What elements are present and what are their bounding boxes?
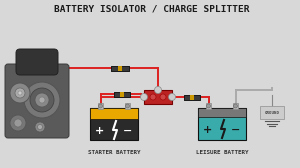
Circle shape (14, 119, 22, 127)
Circle shape (10, 115, 26, 131)
Circle shape (15, 88, 25, 98)
Bar (111, 66, 129, 71)
Circle shape (206, 104, 211, 108)
Bar (198, 108, 246, 140)
Bar (260, 106, 284, 119)
Circle shape (39, 97, 45, 103)
Text: LEISURE BATTERY: LEISURE BATTERY (196, 150, 248, 155)
Circle shape (10, 83, 30, 103)
Bar (118, 66, 122, 71)
Bar (184, 94, 200, 99)
Circle shape (233, 104, 238, 108)
Circle shape (169, 94, 176, 100)
Bar (90, 108, 138, 119)
Text: +: + (94, 126, 103, 136)
Bar (118, 66, 122, 71)
Circle shape (140, 94, 148, 100)
Bar (114, 92, 130, 96)
Circle shape (24, 82, 60, 118)
FancyBboxPatch shape (5, 64, 69, 138)
Bar (114, 92, 130, 96)
Bar (190, 94, 194, 99)
Bar (198, 108, 246, 117)
Circle shape (150, 94, 156, 100)
Circle shape (154, 87, 161, 94)
Text: +: + (202, 125, 211, 135)
Bar (144, 90, 172, 104)
Circle shape (125, 104, 130, 108)
Text: GROUND: GROUND (265, 111, 280, 115)
Bar (120, 92, 124, 96)
Bar (98, 103, 103, 109)
Bar (190, 94, 194, 99)
Bar (120, 92, 124, 96)
Bar (184, 94, 200, 99)
Text: BATTERY ISOLATOR / CHARGE SPLITTER: BATTERY ISOLATOR / CHARGE SPLITTER (54, 5, 250, 13)
Bar (206, 103, 211, 109)
Circle shape (18, 91, 22, 95)
Circle shape (98, 104, 103, 108)
Bar (233, 103, 238, 109)
Circle shape (35, 122, 45, 132)
Circle shape (30, 88, 54, 112)
Text: −: − (231, 125, 241, 135)
Text: STARTER BATTERY: STARTER BATTERY (88, 150, 140, 155)
Circle shape (160, 94, 166, 100)
Bar (90, 108, 138, 140)
Circle shape (35, 93, 49, 107)
Bar (111, 66, 129, 71)
Circle shape (38, 124, 43, 130)
Text: −: − (123, 126, 133, 136)
FancyBboxPatch shape (16, 49, 58, 75)
Bar (125, 103, 130, 109)
